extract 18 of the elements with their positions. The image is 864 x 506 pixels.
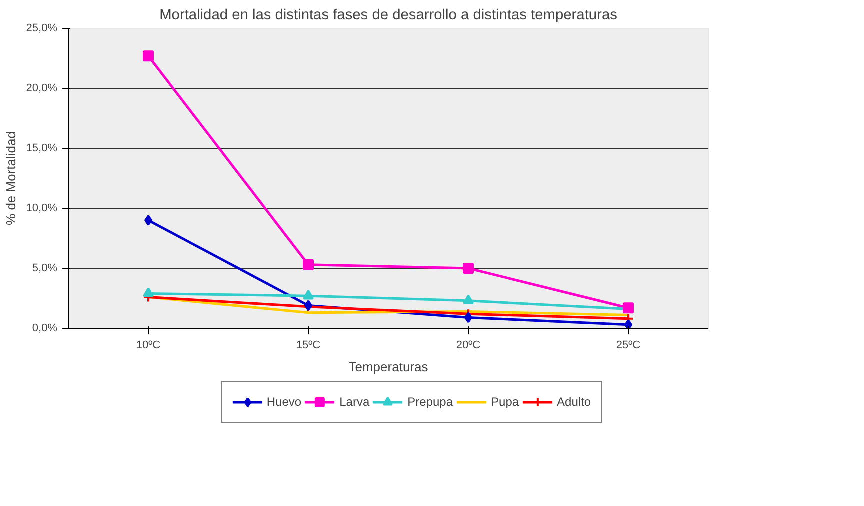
x-tick-label: 25ºC — [616, 340, 641, 352]
y-tick-label: 0,0% — [32, 322, 58, 334]
chart-title: Mortalidad en las distintas fases de desarrollo a distintas temperaturas — [160, 8, 618, 24]
x-axis-title: Temperaturas — [348, 360, 429, 374]
y-axis-title: % de Mortalidad — [3, 132, 18, 226]
y-tick-label: 25,0% — [26, 22, 58, 34]
x-tick-label: 20ºC — [456, 340, 481, 352]
x-tick-label: 10ºC — [136, 340, 161, 352]
legend-label: Prepupa — [408, 395, 454, 409]
y-tick-label: 15,0% — [26, 142, 58, 154]
y-tick-label: 10,0% — [26, 202, 58, 214]
legend-label: Pupa — [491, 395, 520, 409]
legend-label: Huevo — [266, 395, 302, 409]
y-tick-label: 5,0% — [32, 262, 58, 274]
y-tick-label: 20,0% — [26, 82, 58, 94]
legend-label: Larva — [340, 395, 370, 409]
legend-label: Adulto — [557, 395, 592, 409]
x-tick-label: 15ºC — [296, 340, 321, 352]
